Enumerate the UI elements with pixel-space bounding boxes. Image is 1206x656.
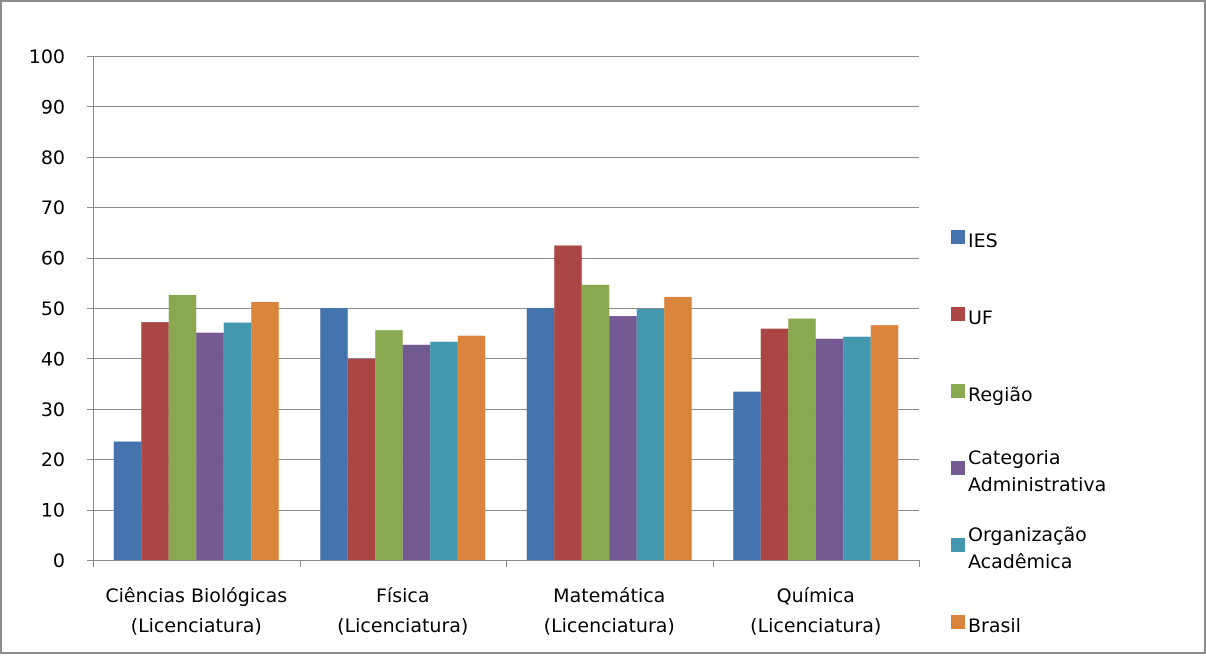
legend-label: Região bbox=[968, 384, 1033, 406]
y-tick-label: 30 bbox=[41, 399, 65, 421]
y-tick-label: 100 bbox=[29, 46, 65, 68]
bar-categoria-administrativa-3 bbox=[815, 338, 844, 560]
bar-brasil-3 bbox=[870, 325, 899, 560]
y-tick-label: 20 bbox=[41, 449, 65, 471]
y-tick-label: 90 bbox=[41, 96, 65, 118]
bar-uf-0 bbox=[141, 322, 169, 560]
y-tick-label: 50 bbox=[41, 298, 65, 320]
legend-swatch bbox=[951, 307, 965, 321]
y-tick-label: 10 bbox=[41, 500, 65, 522]
bar-brasil-2 bbox=[664, 296, 692, 560]
legend-swatch bbox=[951, 538, 965, 552]
bar-região-2 bbox=[581, 284, 610, 560]
category-label: (Licenciatura) bbox=[337, 615, 468, 637]
bar-categoria-administrativa-0 bbox=[196, 332, 224, 560]
bar-região-1 bbox=[375, 330, 403, 560]
bar-uf-3 bbox=[760, 328, 789, 560]
legend-label: Categoria bbox=[968, 447, 1060, 469]
legend-label: IES bbox=[968, 230, 998, 252]
bar-organização-acadêmica-0 bbox=[223, 322, 252, 560]
legend-swatch bbox=[951, 384, 965, 398]
bar-uf-2 bbox=[554, 245, 582, 560]
bar-brasil-1 bbox=[457, 335, 486, 560]
legend-swatch bbox=[951, 461, 965, 475]
legend-swatch bbox=[951, 230, 965, 244]
bar-ies-2 bbox=[526, 308, 555, 560]
category-label: (Licenciatura) bbox=[750, 615, 881, 637]
legend-label: Administrativa bbox=[968, 474, 1106, 496]
y-tick-label: 40 bbox=[41, 348, 65, 370]
y-axis-tick-labels: 0 10 20 30 40 50 60 70 80 90 100 bbox=[29, 46, 65, 572]
category-label: Ciências Biológicas bbox=[105, 585, 287, 607]
category-label: Química bbox=[777, 585, 855, 607]
legend-label: Acadêmica bbox=[968, 551, 1072, 573]
category-label: Física bbox=[376, 585, 429, 607]
category-label: Matemática bbox=[553, 585, 665, 607]
legend-label: UF bbox=[968, 307, 993, 329]
legend: IES UF Região Categoria Administrativa Organi… bbox=[951, 230, 1106, 637]
bar-organização-acadêmica-1 bbox=[430, 341, 458, 560]
bar-uf-1 bbox=[347, 358, 376, 560]
bars bbox=[113, 245, 899, 560]
y-tick-label: 80 bbox=[41, 147, 65, 169]
legend-label: Brasil bbox=[968, 615, 1021, 637]
bar-ies-3 bbox=[733, 391, 761, 560]
bar-categoria-administrativa-1 bbox=[402, 344, 431, 560]
x-axis-category-labels: Ciências Biológicas (Licenciatura) Física (… bbox=[105, 585, 881, 637]
category-label: (Licenciatura) bbox=[544, 615, 675, 637]
axes bbox=[87, 56, 920, 567]
bar-ies-1 bbox=[320, 308, 348, 560]
legend-label: Organização bbox=[968, 524, 1087, 546]
category-label: (Licenciatura) bbox=[131, 615, 262, 637]
bar-categoria-administrativa-2 bbox=[609, 316, 637, 560]
bar-região-3 bbox=[788, 318, 816, 560]
y-tick-label: 60 bbox=[41, 248, 65, 270]
bar-ies-0 bbox=[113, 441, 142, 560]
bar-brasil-0 bbox=[251, 301, 279, 560]
y-tick-label: 70 bbox=[41, 197, 65, 219]
bar-região-0 bbox=[168, 294, 197, 560]
bar-organização-acadêmica-3 bbox=[843, 336, 871, 560]
y-tick-label: 0 bbox=[53, 550, 65, 572]
legend-swatch bbox=[951, 615, 965, 629]
bar-organização-acadêmica-2 bbox=[636, 309, 665, 560]
